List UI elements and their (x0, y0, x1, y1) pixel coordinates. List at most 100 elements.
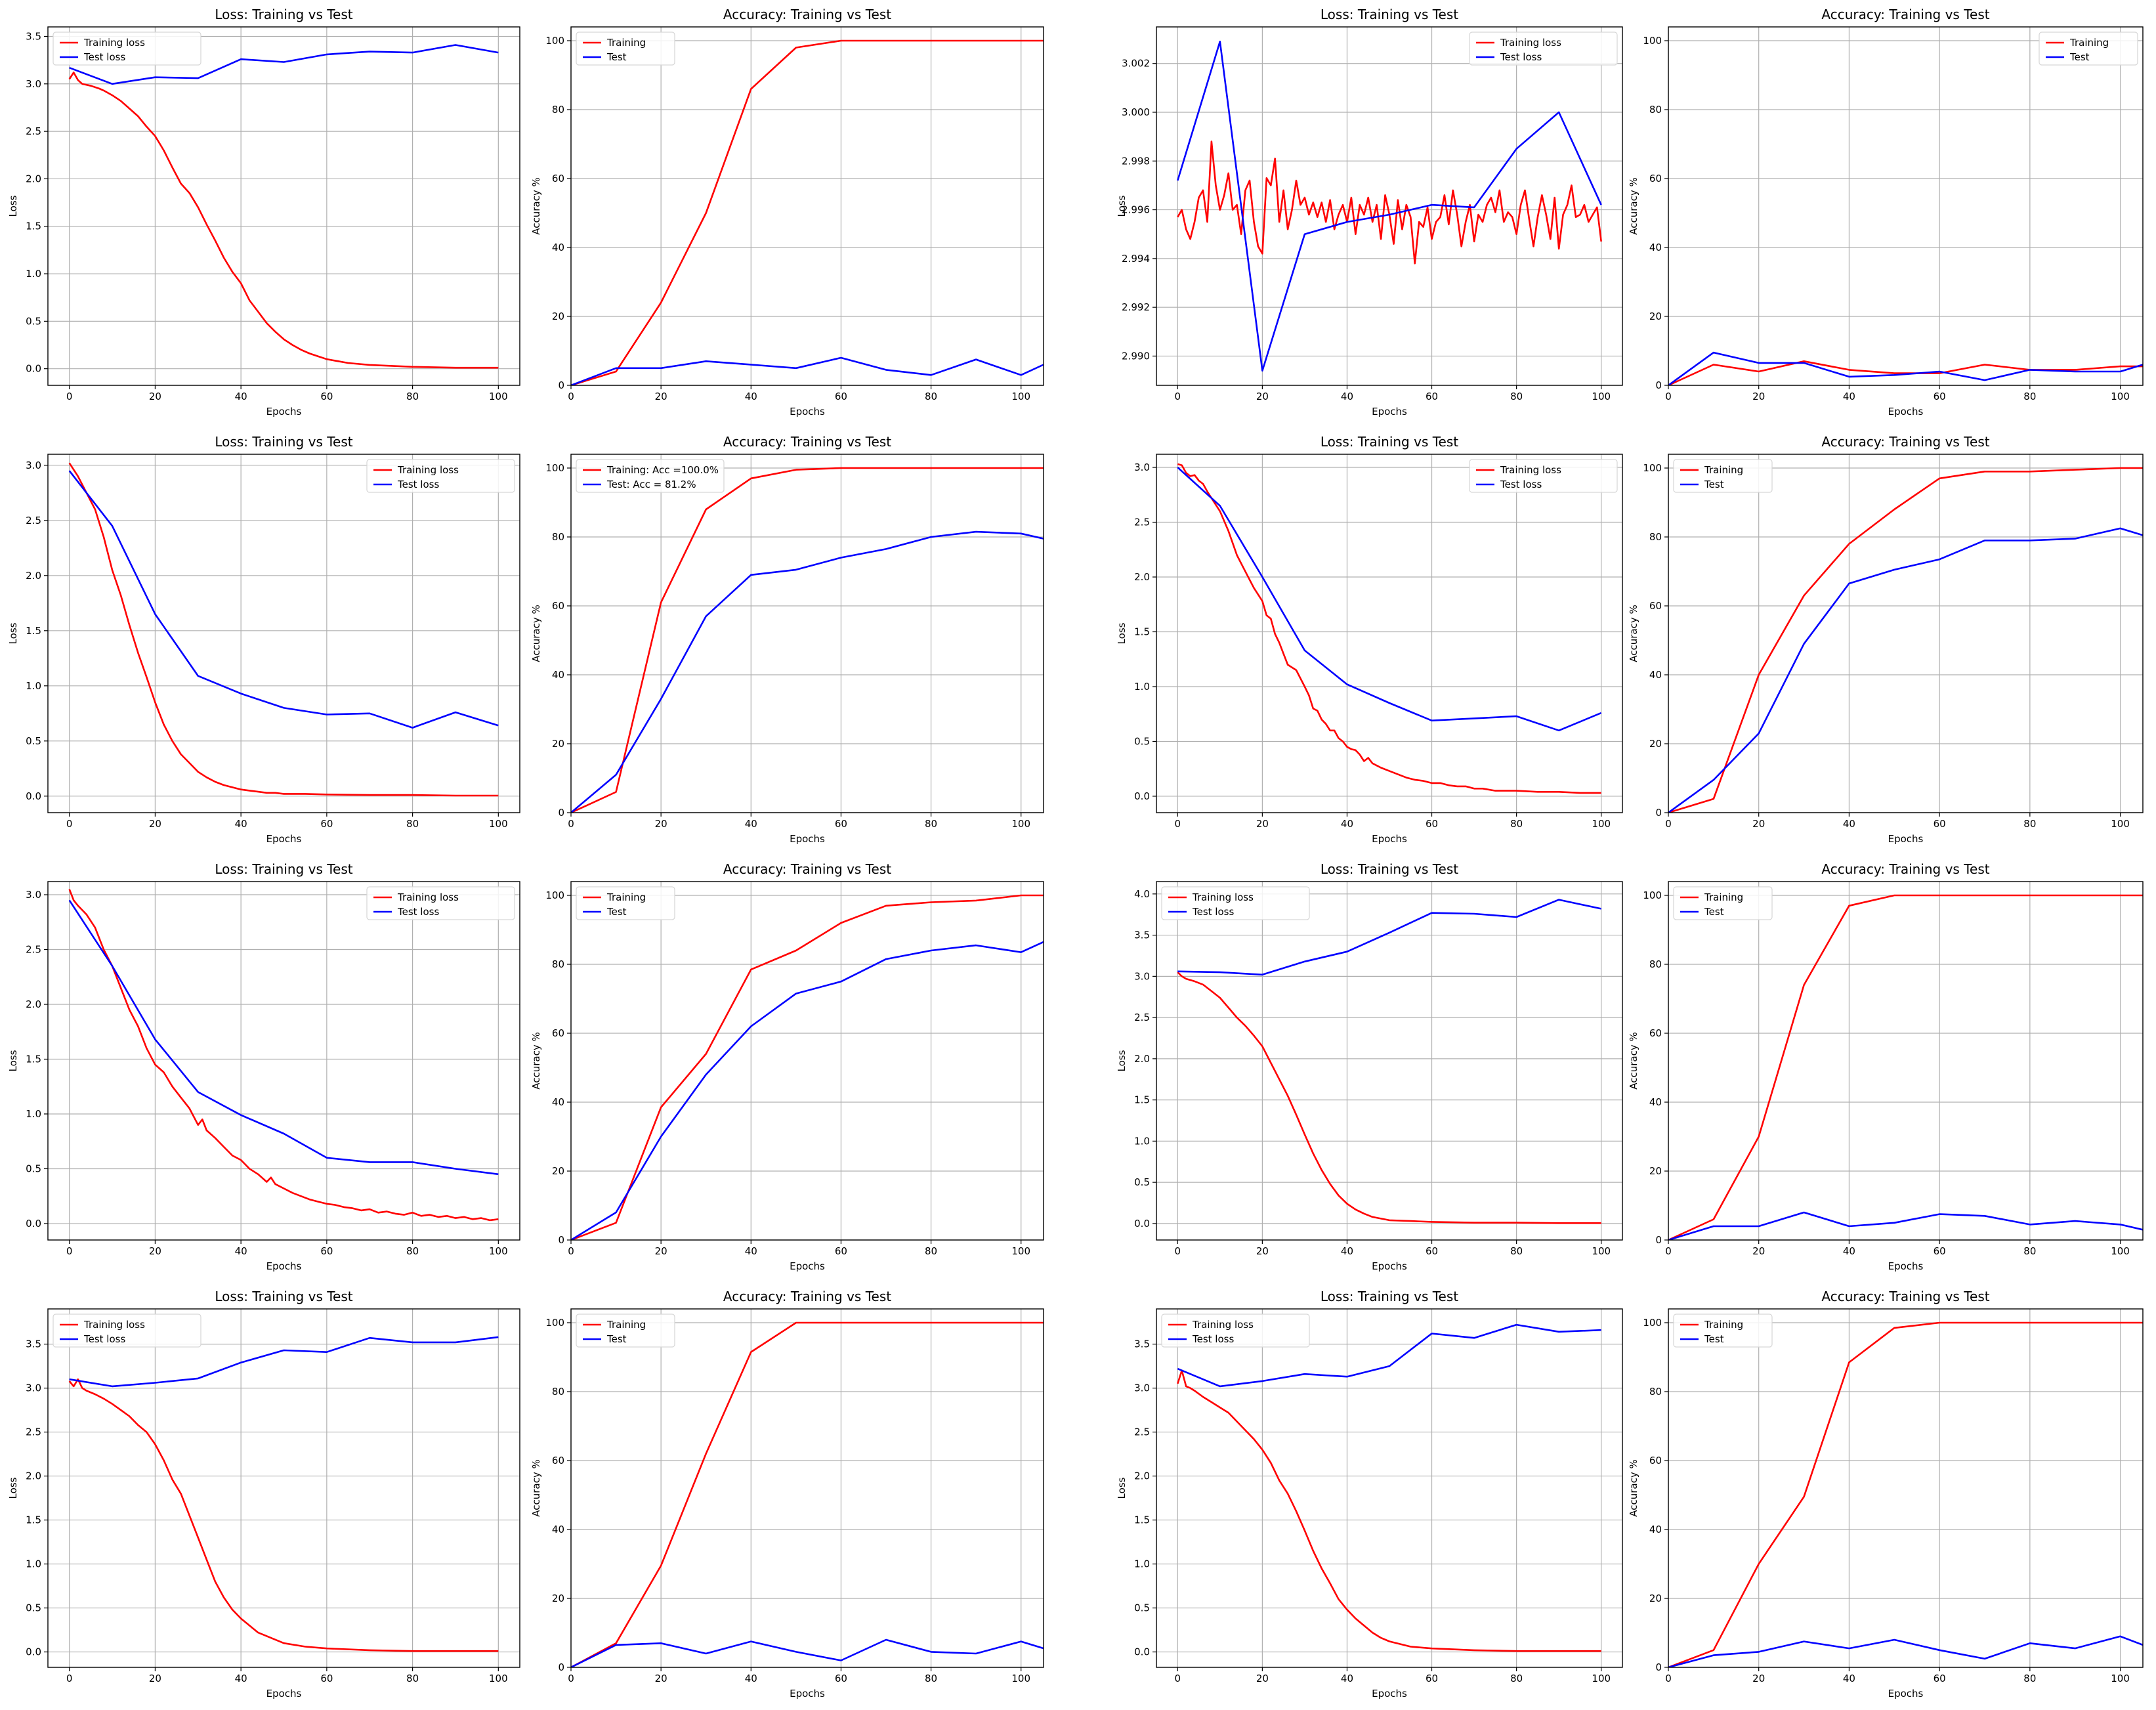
y-tick-label: 2.5 (26, 1426, 41, 1438)
legend-label-test: Test (1704, 906, 1724, 918)
x-tick-label: 20 (149, 391, 161, 402)
x-tick-label: 40 (235, 391, 247, 402)
y-tick-label: 0.5 (1134, 735, 1150, 747)
legend-box (366, 459, 515, 493)
y-tick-label: 100 (1643, 35, 1662, 47)
y-tick-label: 3.5 (1134, 930, 1150, 941)
plot-frame (47, 454, 520, 813)
series-line-test (1668, 1211, 2143, 1240)
subplot-16: 0 20 40 60 80 100 0 20 40 60 80 100 Accuracy: Traini… (1628, 1289, 2144, 1699)
y-tick-label: 3.5 (26, 30, 41, 42)
x-tick-label: 60 (835, 391, 847, 402)
subplot-15: 0 20 40 60 80 100 0.0 0.5 1.0 1.5 2.0 2.5 3.0 3.5 Loss… (1116, 1289, 1623, 1699)
legend-label-training: Training (1704, 891, 1743, 903)
x-tick-label: 20 (149, 1245, 161, 1257)
y-tick-label: 80 (552, 531, 564, 543)
legend-label-training: Training loss (1500, 464, 1561, 476)
subplot-10: 0 20 40 60 80 100 0 20 40 60 80 100 Accuracy: Traini… (530, 861, 1044, 1272)
y-tick-label: 3.002 (1122, 58, 1150, 70)
y-tick-label: 1.5 (1134, 1094, 1150, 1106)
legend-label-training: Training: Acc =100.0% (606, 464, 719, 476)
x-tick-label: 0 (1665, 1245, 1672, 1257)
y-tick-label: 2.5 (26, 125, 41, 137)
x-tick-label: 40 (1843, 818, 1855, 830)
y-tick-label: 1.0 (1134, 681, 1150, 693)
y-axis-label: Loss (7, 1477, 19, 1499)
legend: Training loss Test loss (366, 459, 515, 493)
y-tick-label: 2.996 (1122, 204, 1150, 216)
series-line-training (571, 467, 1044, 813)
x-tick-label: 80 (925, 1245, 937, 1257)
x-axis-label: Epochs (1888, 1260, 1924, 1272)
x-tick-label: 40 (745, 1673, 757, 1684)
legend-label-test: Test (606, 51, 627, 63)
y-tick-label: 100 (1643, 889, 1662, 901)
subplot-2: 0 20 40 60 80 100 0 20 40 60 80 100 Accuracy: Traini… (530, 7, 1044, 417)
y-tick-label: 1.0 (1134, 1135, 1150, 1147)
legend-label-training: Training loss (1192, 891, 1254, 903)
x-tick-label: 80 (2023, 818, 2036, 830)
legend-label-test: Test loss (1192, 906, 1234, 918)
y-axis-label: Loss (1116, 1477, 1128, 1499)
y-tick-label: 20 (1649, 1592, 1662, 1604)
subplot-4: 0 20 40 60 80 100 0 20 40 60 80 100 Accuracy: Traini… (1628, 7, 2144, 417)
series-line-training (68, 72, 499, 369)
x-tick-label: 60 (835, 818, 847, 830)
y-tick-label: 3.0 (26, 1382, 41, 1394)
subplot-7: 0 20 40 60 80 100 0.0 0.5 1.0 1.5 2.0 2.5 3.0 Loss: T… (1116, 434, 1623, 845)
y-tick-label: 60 (552, 600, 564, 612)
series-line-test (571, 941, 1044, 1240)
y-tick-label: 100 (545, 462, 564, 474)
plot-frame (570, 881, 1044, 1241)
y-tick-label: 0.0 (1134, 1646, 1150, 1658)
plot-frame (1156, 881, 1623, 1241)
x-tick-label: 80 (2023, 1245, 2036, 1257)
x-axis-label: Epochs (790, 833, 825, 845)
y-axis-label: Accuracy % (530, 1459, 542, 1517)
legend-label-test: Test (1704, 479, 1724, 490)
chart-title: Loss: Training vs Test (215, 434, 352, 450)
chart-title: Accuracy: Training vs Test (723, 861, 891, 877)
x-tick-label: 40 (235, 1673, 247, 1684)
y-tick-label: 0.5 (26, 1602, 41, 1614)
legend-label-training: Training loss (83, 37, 145, 49)
y-tick-label: 40 (1649, 1096, 1662, 1108)
y-tick-label: 2.0 (26, 570, 41, 582)
y-tick-label: 3.0 (1134, 970, 1150, 982)
series-line-test (571, 530, 1044, 813)
y-tick-label: 1.0 (26, 1108, 41, 1120)
legend: Training loss Test loss (1161, 886, 1310, 920)
x-tick-label: 40 (1341, 1245, 1353, 1257)
y-axis-label: Accuracy % (1628, 177, 1639, 235)
y-tick-label: 20 (1649, 1165, 1662, 1177)
plot-frame (47, 26, 520, 386)
x-tick-label: 20 (1752, 1245, 1765, 1257)
y-tick-label: 2.5 (1134, 517, 1150, 528)
x-tick-label: 20 (1256, 818, 1269, 830)
subplot-14: 0 20 40 60 80 100 0 20 40 60 80 100 Accuracy: Traini… (530, 1289, 1044, 1699)
x-tick-label: 80 (406, 391, 419, 402)
series-line-test (571, 1638, 1044, 1667)
chart-title: Loss: Training vs Test (215, 7, 352, 22)
y-tick-label: 0.0 (26, 1646, 41, 1658)
plot-frame (1668, 1308, 2144, 1668)
legend-label-training: Training (606, 891, 646, 903)
x-tick-label: 100 (489, 391, 508, 402)
series-line-training (68, 1378, 499, 1652)
y-tick-label: 1.5 (26, 1514, 41, 1526)
y-tick-label: 2.0 (26, 1470, 41, 1482)
chart-title: Loss: Training vs Test (1321, 861, 1458, 877)
series-line-training (1668, 467, 2143, 813)
x-tick-label: 60 (320, 818, 333, 830)
y-tick-label: 1.5 (26, 625, 41, 637)
y-tick-label: 40 (1649, 669, 1662, 681)
y-tick-label: 3.0 (26, 889, 41, 901)
y-tick-label: 60 (1649, 600, 1662, 612)
x-tick-label: 60 (1426, 818, 1438, 830)
y-tick-label: 80 (1649, 1386, 1662, 1398)
x-axis-label: Epochs (1888, 406, 1924, 417)
legend: Training loss Test loss (53, 1314, 201, 1348)
y-tick-label: 3.0 (1134, 461, 1150, 473)
y-tick-label: 20 (552, 310, 564, 322)
legend-label-test: Test loss (1192, 1333, 1234, 1345)
